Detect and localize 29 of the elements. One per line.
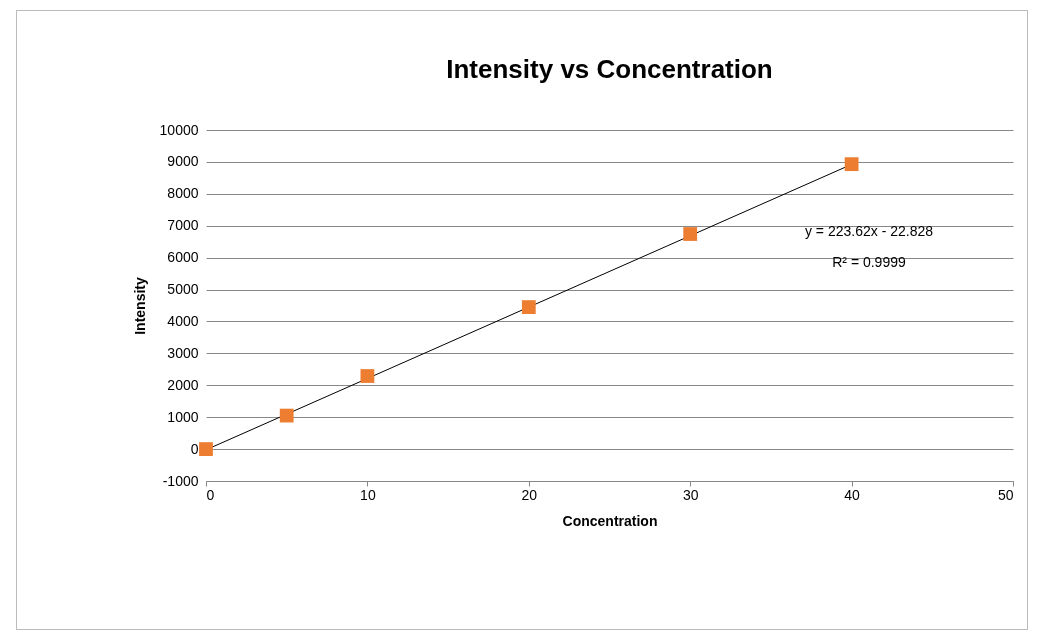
y-tick-label: 4000	[167, 312, 199, 329]
y-axis-title: Intensity	[131, 277, 148, 335]
y-tick-label: 0	[190, 440, 199, 457]
point	[521, 300, 536, 314]
x-tick-label: 40	[844, 486, 861, 503]
point	[683, 227, 698, 241]
y-tick-label: 6000	[167, 249, 199, 266]
annotation: y = 223.62x - 22.828	[804, 223, 934, 239]
x-tick-label: 10	[360, 486, 376, 503]
y-tick-label: 2000	[167, 376, 199, 393]
y-tick-label: -1000	[162, 472, 199, 489]
point	[279, 408, 294, 423]
point	[199, 442, 213, 456]
annotation: R² = 0.9999	[832, 254, 906, 270]
x-axis-title: Concentration	[562, 512, 658, 529]
y-tick-label: 9000	[167, 153, 199, 170]
y-tick-label: 7000	[167, 217, 199, 234]
x-tick-label: 30	[682, 486, 699, 503]
y-tick-label: 3000	[167, 344, 199, 361]
x-tick-label: 0	[206, 486, 215, 503]
y-tick-label: 10000	[159, 121, 199, 138]
y-tick-label: 8000	[167, 185, 199, 202]
chart-title: Intensity vs Concentration	[446, 54, 773, 84]
y-tick-label: 1000	[167, 408, 199, 425]
point	[844, 157, 859, 172]
point	[360, 369, 375, 383]
x-tick-label: 20	[521, 486, 538, 503]
y-tick-label: 5000	[167, 281, 199, 298]
x-tick-label: 50	[997, 486, 1014, 503]
